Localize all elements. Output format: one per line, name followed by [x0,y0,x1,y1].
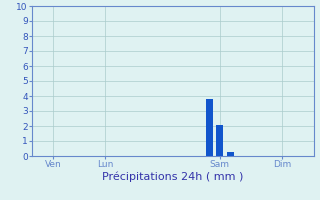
Bar [206,99,213,156]
Bar [216,124,223,156]
X-axis label: Précipitations 24h ( mm ): Précipitations 24h ( mm ) [102,172,244,182]
Bar [227,152,234,156]
